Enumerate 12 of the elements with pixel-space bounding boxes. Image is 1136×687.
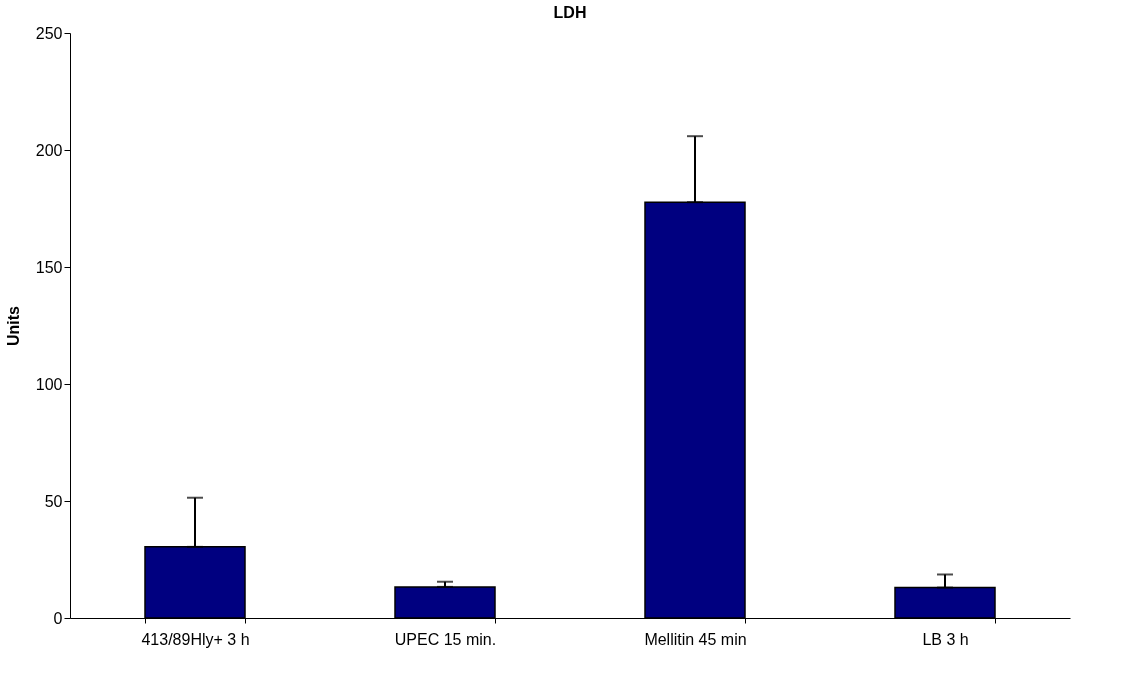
- y-tick-label: 50: [44, 492, 63, 510]
- x-tick-label: 413/89Hly+ 3 h: [141, 630, 250, 648]
- x-tick-label: Mellitin 45 min: [644, 630, 747, 648]
- y-tick-label: 0: [53, 609, 63, 627]
- chart-title: LDH: [553, 4, 587, 21]
- x-tick-label: LB 3 h: [922, 630, 969, 648]
- y-tick-label: 150: [35, 258, 63, 276]
- x-tick-label: UPEC 15 min.: [394, 630, 497, 648]
- y-tick-label: 100: [35, 375, 63, 393]
- y-tick-label: 250: [35, 24, 63, 42]
- y-axis-title: Units: [4, 305, 22, 346]
- y-tick-label: 200: [35, 141, 63, 159]
